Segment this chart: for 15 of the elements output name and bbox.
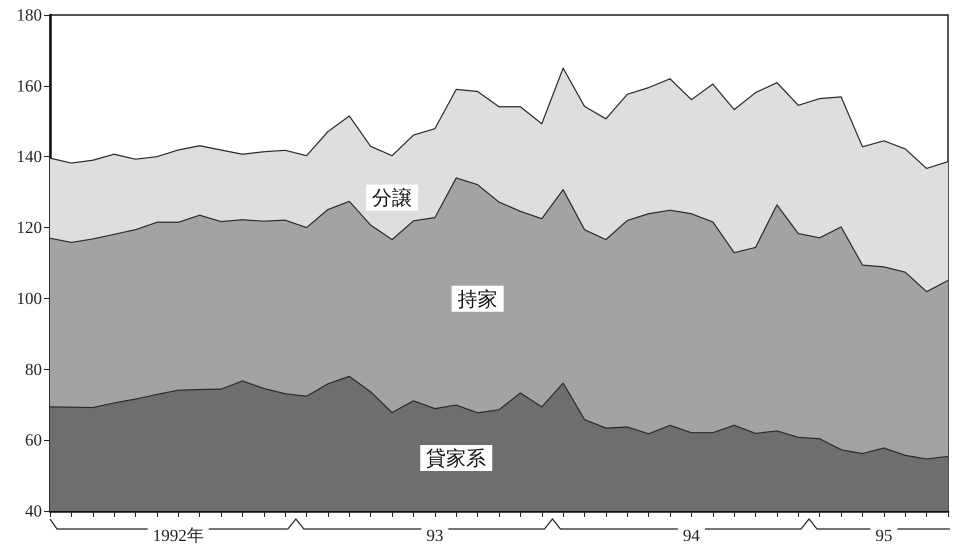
y-tick-label: 80 <box>25 360 42 379</box>
x-tick-label: 94 <box>682 526 700 545</box>
y-tick-label: 100 <box>16 288 42 308</box>
y-tick-label: 160 <box>16 76 42 96</box>
y-tick-label: 180 <box>16 6 42 24</box>
series-label: 持家 <box>458 286 498 311</box>
series-label: 分譲 <box>372 186 412 210</box>
x-tick-label: 93 <box>426 526 444 545</box>
series-label: 貸家系 <box>426 446 486 470</box>
x-tick-label: 1992年 <box>152 526 204 545</box>
y-tick-label: 120 <box>16 218 42 238</box>
x-tick-label: 95 <box>875 526 892 545</box>
y-tick-label: 60 <box>25 430 42 450</box>
y-tick-label: 140 <box>16 147 42 166</box>
y-tick-label: 40 <box>25 502 42 520</box>
